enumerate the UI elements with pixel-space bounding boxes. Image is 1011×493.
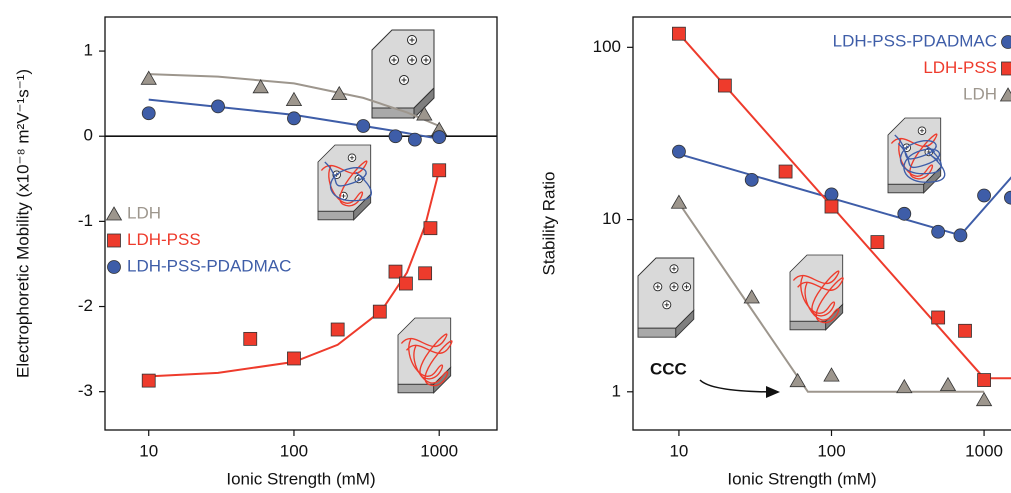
legend-label: LDH: [963, 84, 997, 103]
marker: [424, 222, 437, 235]
marker: [331, 323, 344, 336]
y-tick-label: 10: [602, 209, 621, 228]
marker: [871, 236, 884, 249]
particle-icon: [398, 318, 452, 393]
marker: [718, 79, 731, 92]
marker: [408, 133, 421, 146]
marker: [287, 352, 300, 365]
annotation: CCC: [650, 359, 687, 378]
marker: [940, 378, 955, 391]
marker: [959, 324, 972, 337]
marker: [932, 311, 945, 324]
x-tick-label: 1000: [420, 441, 458, 460]
y-tick-label: -2: [78, 296, 93, 315]
marker: [825, 200, 838, 213]
marker: [357, 119, 370, 132]
legend-label: LDH-PSS-PDADMAC: [833, 31, 997, 50]
marker: [898, 207, 911, 220]
marker: [212, 100, 225, 113]
y-tick-label: 1: [84, 41, 93, 60]
legend-label: LDH-PSS-PDADMAC: [127, 256, 291, 275]
marker: [824, 368, 839, 381]
marker: [977, 393, 992, 406]
marker: [141, 71, 156, 84]
legend-label: LDH-PSS: [923, 58, 997, 77]
legend-marker: [107, 207, 122, 220]
marker: [932, 225, 945, 238]
marker: [389, 265, 402, 278]
x-tick-label: 10: [139, 441, 158, 460]
legend-label: LDH-PSS: [127, 230, 201, 249]
legend-marker: [108, 234, 121, 247]
x-tick-label: 100: [817, 441, 845, 460]
legend-marker: [1002, 62, 1011, 75]
marker: [1004, 191, 1011, 204]
marker: [433, 164, 446, 177]
marker: [672, 27, 685, 40]
legend-marker: [1001, 88, 1011, 101]
y-tick-label: -1: [78, 211, 93, 230]
marker: [287, 112, 300, 125]
marker: [244, 332, 257, 345]
y-tick-label: 1: [612, 381, 621, 400]
x-tick-label: 10: [669, 441, 688, 460]
x-tick-label: 1000: [965, 441, 1003, 460]
x-tick-label: 100: [280, 441, 308, 460]
x-axis-label: Ionic Strength (mM): [226, 469, 375, 488]
particle-icon: [790, 255, 843, 330]
marker: [286, 93, 301, 106]
legend-marker: [1002, 36, 1011, 49]
marker: [433, 131, 446, 144]
particle-icon: [888, 118, 945, 193]
y-tick-label: 100: [593, 37, 621, 56]
annotation-arrow-head: [766, 386, 780, 398]
y-tick-label: 0: [84, 126, 93, 145]
particle-icon: [318, 145, 371, 220]
marker: [671, 195, 686, 208]
figure: CCC 10100100010-1-2-3Ionic Strength (mM)…: [0, 0, 1011, 493]
plot-frame: [633, 17, 1011, 430]
marker: [142, 107, 155, 120]
marker: [373, 305, 386, 318]
marker: [744, 290, 759, 303]
marker: [954, 229, 967, 242]
x-axis-label: Ionic Strength (mM): [727, 469, 876, 488]
y-tick-label: -3: [78, 381, 93, 400]
y-axis-label: Stability Ratio: [539, 172, 558, 276]
marker: [745, 173, 758, 186]
fit-line: [679, 154, 1011, 235]
legend-label: LDH: [127, 203, 161, 222]
y-axis-label: Electrophoretic Mobility (x10⁻⁸ m²V⁻¹s⁻¹…: [13, 69, 32, 378]
marker: [399, 277, 412, 290]
marker: [825, 188, 838, 201]
marker: [790, 374, 805, 387]
marker: [389, 130, 402, 143]
particle-icon: [638, 258, 694, 337]
legend-marker: [108, 261, 121, 274]
marker: [978, 189, 991, 202]
marker: [672, 145, 685, 158]
marker: [142, 374, 155, 387]
marker: [419, 267, 432, 280]
marker: [897, 380, 912, 393]
marker: [978, 374, 991, 387]
marker: [779, 165, 792, 178]
